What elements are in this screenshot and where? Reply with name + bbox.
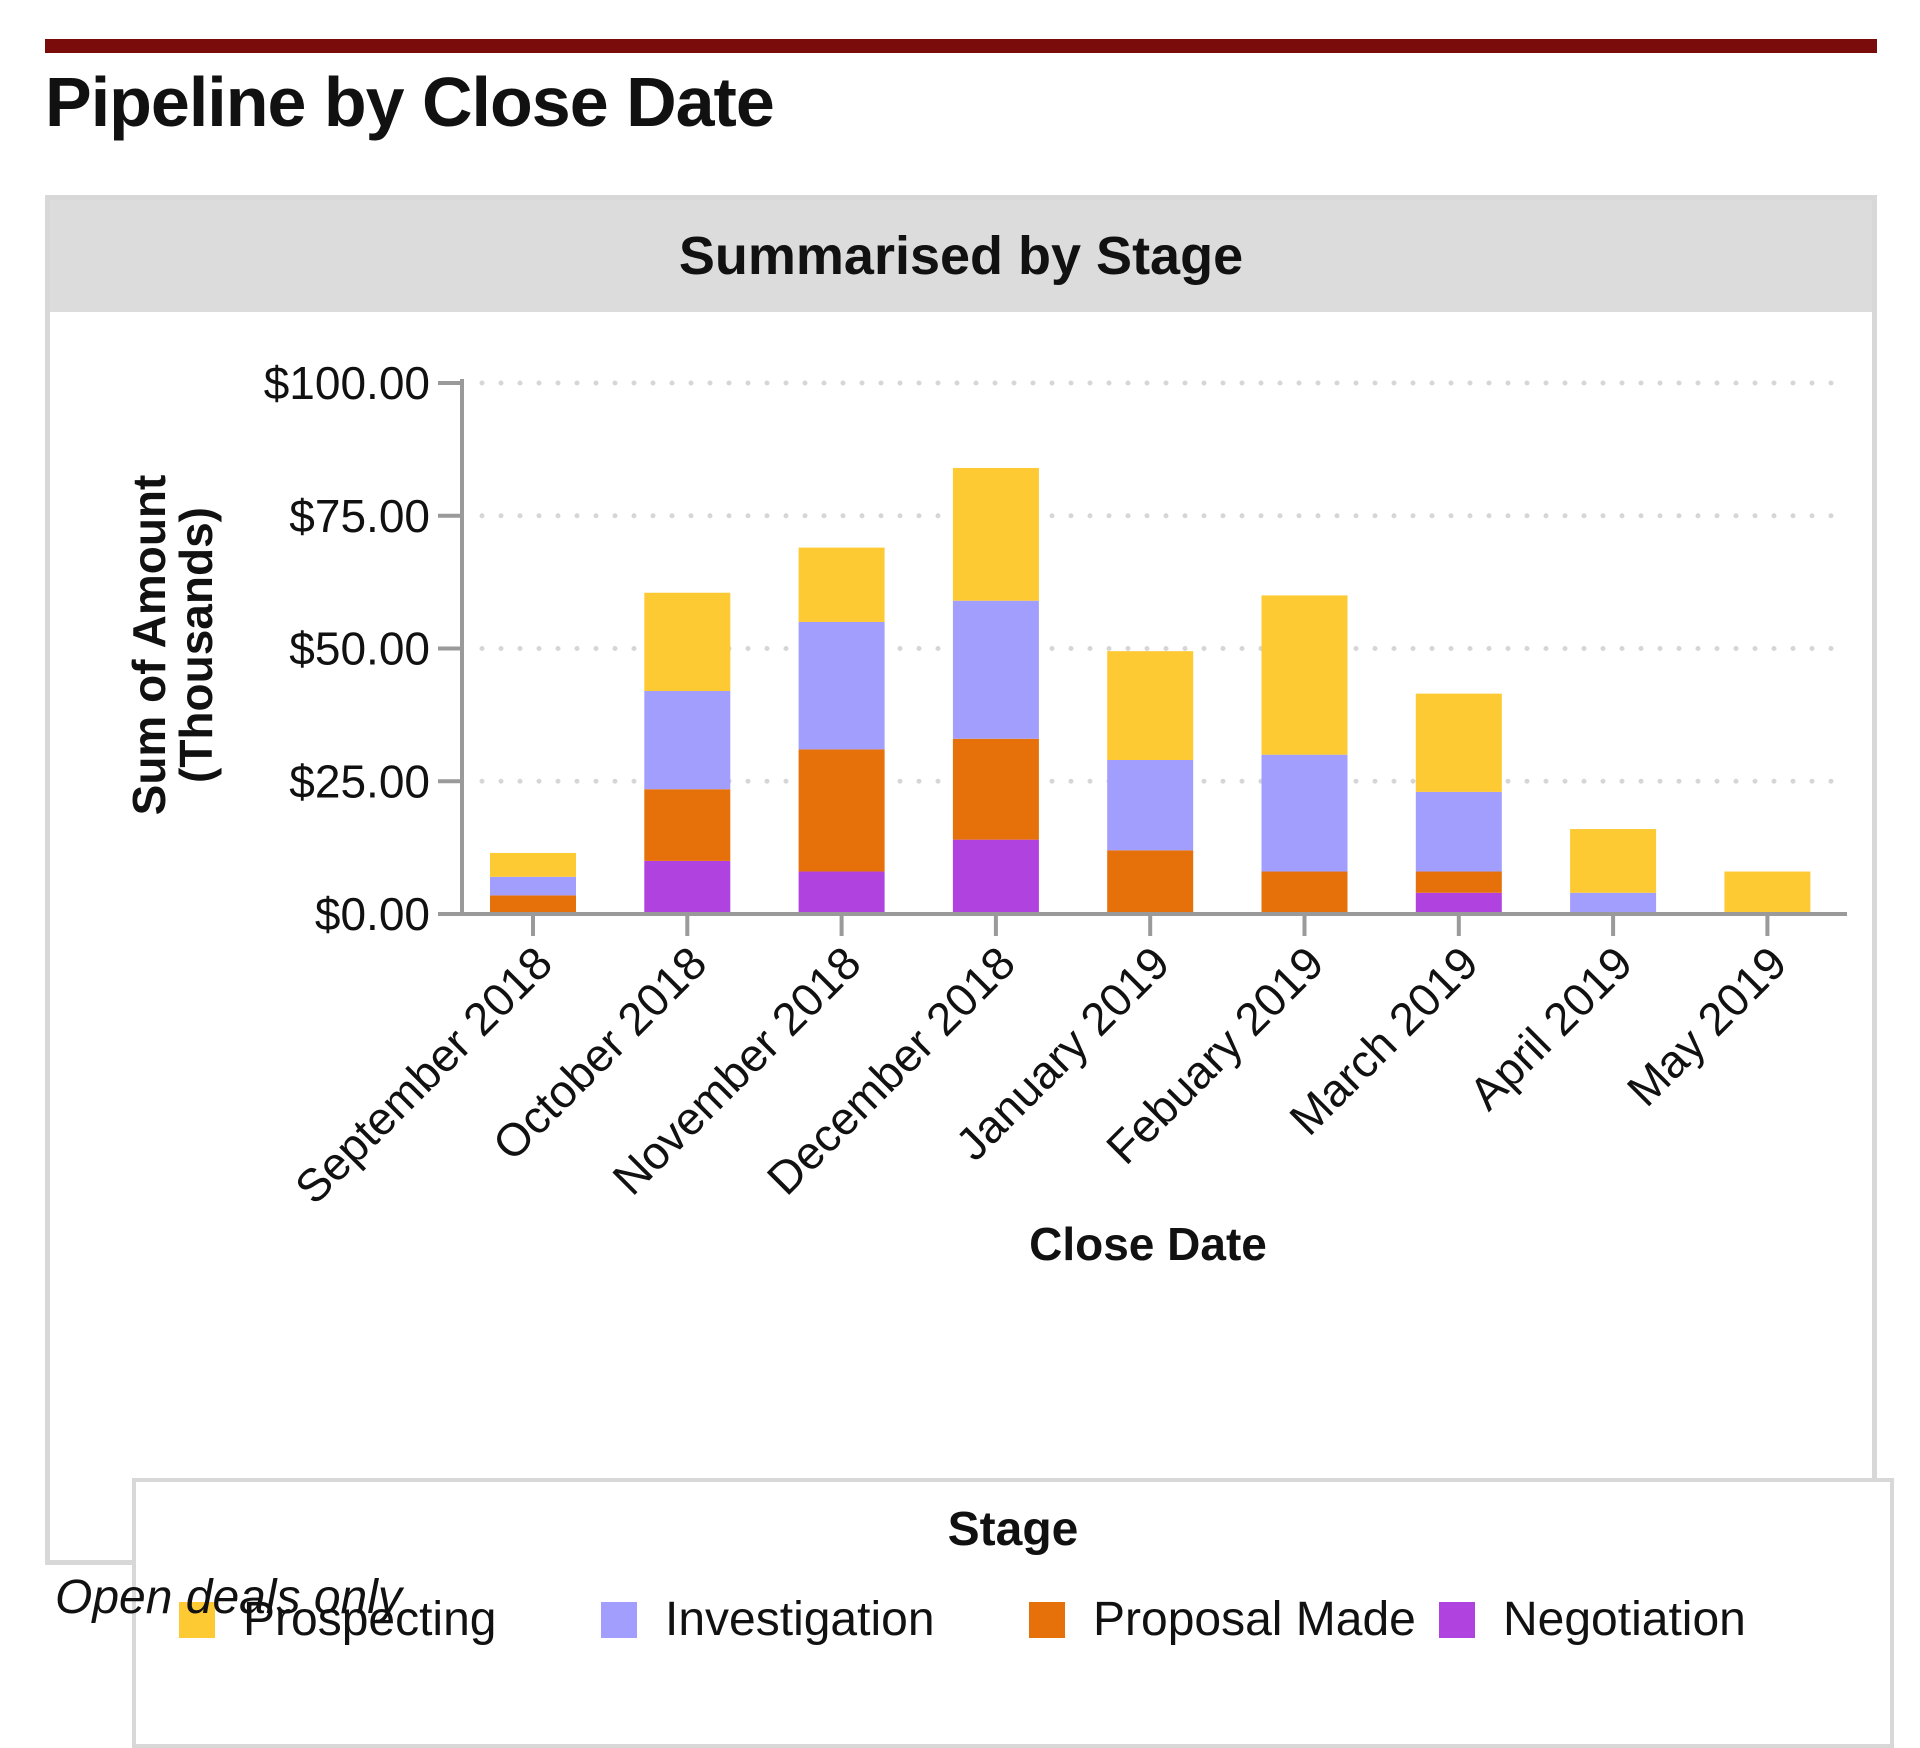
legend-item-proposal-made: Proposal Made (1029, 1592, 1416, 1647)
bar-investigation (1415, 791, 1502, 872)
bar-investigation (1107, 760, 1194, 851)
bar-proposal-made (798, 749, 885, 872)
legend-label-proposal-made: Proposal Made (1093, 1593, 1416, 1646)
bar-prospecting (1724, 871, 1811, 914)
legend-swatch-proposal-made (1029, 1601, 1065, 1638)
bar-prospecting (644, 592, 731, 691)
legend-label-investigation: Investigation (665, 1593, 935, 1646)
y-axis-title: Sum of Amount (123, 475, 175, 816)
x-axis-title: Close Date (1029, 1218, 1267, 1270)
bar-prospecting (798, 547, 885, 622)
top-rule (45, 39, 1877, 53)
legend-swatch-negotiation (1439, 1601, 1475, 1638)
y-tick-label: $50.00 (289, 623, 430, 675)
y-tick-label: $100.00 (264, 357, 430, 409)
bars (490, 467, 1811, 914)
legend-item-investigation: Investigation (601, 1592, 935, 1647)
bar-negotiation (1415, 892, 1502, 914)
bar-proposal-made (490, 895, 576, 914)
bar-prospecting (490, 852, 576, 877)
bar-investigation (1570, 892, 1657, 914)
y-axis-subtitle: (Thousands) (170, 507, 222, 783)
bar-prospecting (1570, 829, 1657, 893)
bar-prospecting (1261, 595, 1348, 755)
x-tick-label: September 2018 (285, 936, 562, 1213)
bar-prospecting (952, 467, 1039, 601)
legend-swatch-investigation (601, 1601, 637, 1638)
legend-label-negotiation: Negotiation (1503, 1593, 1746, 1646)
bar-prospecting (1107, 651, 1194, 761)
bar-proposal-made (1107, 850, 1194, 914)
bar-proposal-made (1415, 871, 1502, 893)
panel-header: Summarised by Stage (50, 200, 1872, 312)
bar-negotiation (798, 871, 885, 914)
bar-proposal-made (952, 738, 1039, 840)
bar-prospecting (1415, 693, 1502, 792)
bar-negotiation (952, 839, 1039, 914)
y-tick-label: $0.00 (315, 888, 430, 940)
bar-negotiation (644, 860, 731, 914)
bar-investigation (490, 876, 576, 896)
panel-title: Summarised by Stage (678, 226, 1244, 286)
x-tick-label: April 2019 (1459, 936, 1642, 1119)
page-title: Pipeline by Close Date (45, 63, 775, 141)
footnote: Open deals only (55, 1571, 402, 1624)
bar-investigation (1261, 754, 1348, 872)
bar-investigation (952, 600, 1039, 739)
bar-proposal-made (644, 789, 731, 861)
legend-item-negotiation: Negotiation (1439, 1592, 1746, 1647)
bar-investigation (644, 690, 731, 790)
x-tick-label: May 2019 (1617, 936, 1797, 1116)
legend-title: Stage (947, 1503, 1079, 1556)
bar-investigation (798, 621, 885, 750)
bar-proposal-made (1261, 871, 1348, 914)
y-ticks: $0.00 $25.00 $50.00 $75.00 $100.00 (264, 357, 462, 940)
chart-svg: $0.00 $25.00 $50.00 $75.00 $100.00 September… (123, 357, 1847, 1270)
y-tick-label: $75.00 (289, 490, 430, 542)
chart-panel: Summarised by Stage $0.00 $25.00 $50.00 $75… (45, 195, 1894, 1748)
y-tick-label: $25.00 (289, 755, 430, 807)
